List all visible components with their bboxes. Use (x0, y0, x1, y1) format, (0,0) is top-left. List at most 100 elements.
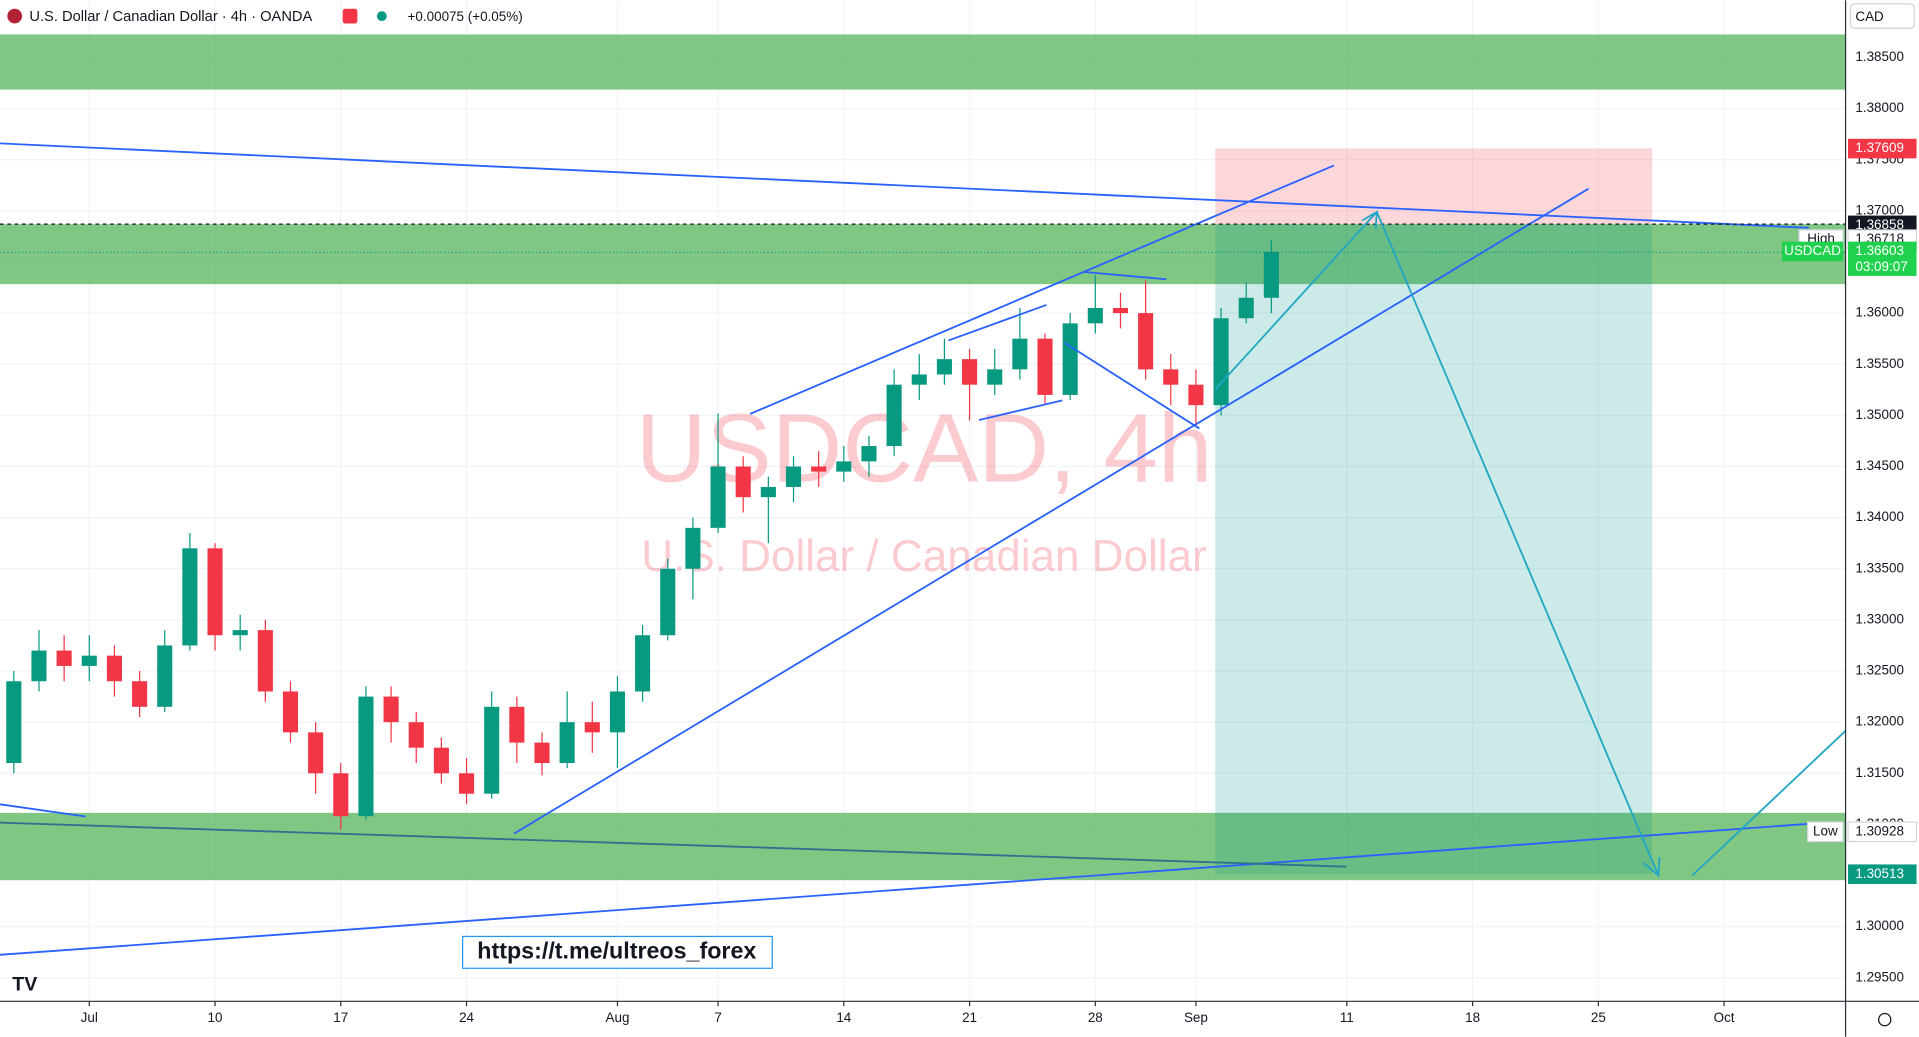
y-tick-label: 1.37000 (1855, 202, 1904, 217)
x-tick-label: 7 (714, 1010, 721, 1025)
price-tag-box (1807, 821, 1844, 843)
price-label-box (1848, 241, 1917, 276)
x-tick-label: 21 (962, 1010, 977, 1025)
y-tick-label: 1.29500 (1855, 969, 1904, 984)
x-tick-label: 25 (1591, 1010, 1606, 1025)
candle-body (911, 374, 927, 385)
candle-body (609, 691, 625, 733)
candle-body (56, 650, 72, 666)
trendline (0, 142, 1809, 229)
candle-body (383, 696, 399, 723)
price-tag-box (1781, 241, 1844, 262)
price-label: 1.30928 (1855, 823, 1904, 838)
candle-body (1138, 313, 1154, 370)
candle-body (685, 527, 701, 569)
candle-body (484, 706, 500, 794)
candle-body (182, 548, 198, 646)
price-label-box (1848, 864, 1917, 884)
candle-body (31, 650, 47, 682)
candle-body (936, 359, 952, 375)
time-axis (0, 1001, 1846, 1037)
trendline (513, 187, 1590, 835)
candle-body (861, 446, 877, 462)
candle-body (735, 466, 751, 498)
candle-body (282, 691, 299, 733)
countdown: 03:09:07 (1855, 259, 1907, 274)
price-tag: Low (1813, 823, 1838, 838)
trendline (1083, 270, 1167, 281)
y-tick-label: 1.36000 (1855, 305, 1904, 320)
price-label: 1.36858 (1855, 217, 1904, 232)
candle-body (257, 630, 273, 692)
x-tick-label: Oct (1714, 1010, 1735, 1025)
x-tick-label: Sep (1184, 1010, 1208, 1025)
x-tick-label: 10 (208, 1010, 223, 1025)
trendline (0, 822, 1809, 956)
candle-body (1112, 307, 1129, 314)
arrow (1691, 730, 1847, 876)
candles (6, 239, 1279, 830)
candle-body (987, 369, 1003, 385)
trendline (978, 399, 1063, 421)
arrow-head (1643, 856, 1661, 878)
y-tick-label: 1.35000 (1855, 407, 1904, 422)
target-box (1215, 224, 1653, 875)
candle-body (81, 655, 97, 666)
trendlines (0, 142, 1809, 956)
candle-body (534, 742, 550, 764)
flag-icon (7, 8, 23, 24)
watermark-symbol: USDCAD, 4h (636, 392, 1213, 502)
watermark-name: U.S. Dollar / Canadian Dollar (641, 532, 1207, 581)
candle-body (760, 486, 776, 498)
candle-body (559, 722, 575, 764)
candle-body (207, 548, 223, 636)
y-tick-label: 1.38500 (1855, 49, 1904, 64)
symbol-title: U.S. Dollar / Canadian Dollar · 4h · OAN… (29, 9, 312, 25)
x-tick-label: Aug (605, 1010, 629, 1025)
candle-body (836, 461, 852, 472)
y-tick-label: 1.30000 (1855, 918, 1904, 933)
candle-body (6, 681, 22, 764)
y-tick-label: 1.38000 (1855, 100, 1904, 115)
candle-body (660, 568, 676, 636)
candle-body (132, 681, 148, 707)
candle-body (1213, 318, 1229, 406)
settings-icon[interactable] (1878, 1012, 1892, 1027)
status-dot (376, 11, 387, 22)
x-tick-label: 28 (1088, 1010, 1103, 1025)
x-tick-label: 14 (836, 1010, 851, 1025)
candle-body (459, 773, 475, 794)
candle-body (1037, 338, 1053, 395)
x-tick-label: 17 (333, 1010, 348, 1025)
trendline (1064, 342, 1200, 430)
y-tick-label: 1.33000 (1855, 611, 1904, 626)
currency[interactable]: CAD (1855, 9, 1884, 24)
candle-body (358, 696, 374, 817)
candle-body (785, 466, 802, 487)
candle-body (710, 466, 726, 528)
price-label-box (1847, 821, 1918, 843)
y-tick-label: 1.35500 (1855, 356, 1904, 371)
candle-body (962, 359, 978, 385)
candle-body (232, 630, 248, 636)
y-tick-label: 1.34000 (1855, 509, 1904, 524)
status-icon (342, 8, 358, 24)
stop-box (1215, 148, 1653, 225)
logo: TV (12, 974, 37, 996)
zone (0, 812, 1846, 881)
axis-labels: 1.385001.380001.375001.370001.365001.360… (81, 49, 1918, 1025)
trendline (948, 304, 1047, 342)
y-tick-label: 1.32000 (1855, 714, 1904, 729)
y-tick-label: 1.32500 (1855, 663, 1904, 678)
currency-button[interactable] (1849, 3, 1915, 29)
candle-body (157, 645, 173, 707)
price-label: 1.37609 (1855, 140, 1904, 155)
trendline (749, 164, 1335, 415)
candle-body (1163, 369, 1179, 385)
candle-body (408, 722, 424, 748)
link[interactable]: https://t.me/ultreos_forex (477, 937, 756, 963)
candle-body (886, 384, 902, 447)
price-label: 1.36603 (1855, 243, 1904, 258)
